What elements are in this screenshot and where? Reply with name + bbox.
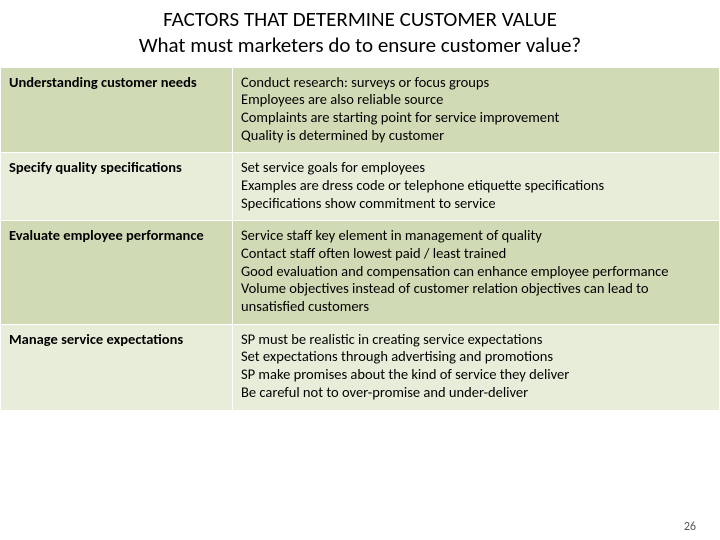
- table-row: Evaluate employee performance Service sta…: [1, 221, 720, 324]
- table-row: Manage service expectations SP must be re…: [1, 324, 720, 410]
- description-line: Conduct research: surveys or focus group…: [241, 74, 711, 92]
- slide-title-block: FACTORS THAT DETERMINE CUSTOMER VALUE Wh…: [0, 0, 720, 67]
- description-line: Examples are dress code or telephone eti…: [241, 177, 711, 195]
- description-line: Specifications show commitment to servic…: [241, 195, 711, 213]
- title-line-1: FACTORS THAT DETERMINE CUSTOMER VALUE: [40, 6, 680, 32]
- description-line: Quality is determined by customer: [241, 127, 711, 145]
- description-line: Good evaluation and compensation can enh…: [241, 263, 711, 281]
- factor-description: SP must be realistic in creating service…: [233, 324, 720, 410]
- description-line: SP must be realistic in creating service…: [241, 331, 711, 349]
- description-line: Volume objectives instead of customer re…: [241, 280, 711, 315]
- factor-label: Evaluate employee performance: [1, 221, 233, 324]
- factor-label: Understanding customer needs: [1, 67, 233, 153]
- factor-description: Service staff key element in management …: [233, 221, 720, 324]
- description-line: Contact staff often lowest paid / least …: [241, 245, 711, 263]
- description-line: Complaints are starting point for servic…: [241, 109, 711, 127]
- factor-description: Conduct research: surveys or focus group…: [233, 67, 720, 153]
- description-line: Set service goals for employees: [241, 159, 711, 177]
- table-row: Specify quality specificationsSet servic…: [1, 153, 720, 221]
- description-line: SP make promises about the kind of servi…: [241, 366, 711, 384]
- description-line: Be careful not to over-promise and under…: [241, 384, 711, 402]
- table-row: Understanding customer needs Conduct rese…: [1, 67, 720, 153]
- description-line: Set expectations through advertising and…: [241, 348, 711, 366]
- description-line: Employees are also reliable source: [241, 91, 711, 109]
- title-line-2: What must marketers do to ensure custome…: [40, 32, 680, 58]
- factor-label: Specify quality specifications: [1, 153, 233, 221]
- description-line: Service staff key element in management …: [241, 227, 711, 245]
- factors-table: Understanding customer needs Conduct rese…: [0, 67, 720, 411]
- factor-label: Manage service expectations: [1, 324, 233, 410]
- factor-description: Set service goals for employeesExamples …: [233, 153, 720, 221]
- page-number: 26: [684, 520, 696, 534]
